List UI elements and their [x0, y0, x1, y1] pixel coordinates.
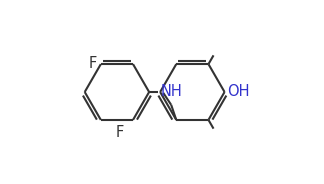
Text: F: F: [89, 56, 97, 71]
Text: OH: OH: [227, 84, 249, 100]
Text: F: F: [116, 125, 124, 140]
Text: NH: NH: [160, 84, 182, 99]
